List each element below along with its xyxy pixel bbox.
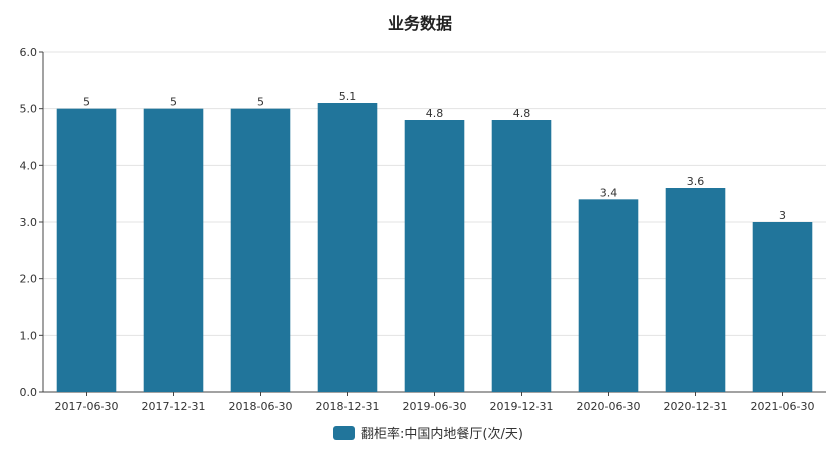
x-tick-label: 2019-06-30 [403, 400, 467, 413]
bars [56, 103, 813, 393]
y-tick-label: 0.0 [20, 386, 38, 399]
y-tick-label: 1.0 [20, 329, 38, 342]
legend-swatch[interactable] [333, 426, 355, 440]
data-label: 3.6 [687, 175, 705, 188]
chart-title: 业务数据 [388, 14, 452, 33]
bar[interactable] [665, 188, 726, 392]
y-tick-label: 2.0 [20, 273, 38, 286]
bar[interactable] [230, 108, 291, 393]
x-tick-label: 2019-12-31 [490, 400, 554, 413]
y-tick-label: 5.0 [20, 103, 38, 116]
data-label: 5 [257, 96, 264, 109]
bar[interactable] [143, 108, 204, 393]
bar[interactable] [491, 120, 552, 392]
data-label: 5 [83, 96, 90, 109]
x-tick-labels: 2017-06-30 2017-12-31 2018-06-30 2018-12-31… [55, 392, 815, 413]
data-label: 3 [779, 209, 786, 222]
y-tick-label: 3.0 [20, 216, 38, 229]
x-tick-label: 2020-12-31 [664, 400, 728, 413]
x-tick-label: 2020-06-30 [577, 400, 641, 413]
data-label: 4.8 [513, 107, 531, 120]
bar[interactable] [317, 103, 378, 392]
x-tick-label: 2018-12-31 [316, 400, 380, 413]
x-tick-label: 2021-06-30 [751, 400, 815, 413]
data-label: 3.4 [600, 186, 618, 199]
legend[interactable]: 翻柜率:中国内地餐厅(次/天) [333, 426, 523, 442]
bar[interactable] [404, 120, 465, 392]
legend-label[interactable]: 翻柜率:中国内地餐厅(次/天) [361, 426, 523, 442]
x-tick-label: 2017-12-31 [142, 400, 206, 413]
bar[interactable] [578, 199, 639, 392]
bar[interactable] [752, 222, 813, 392]
data-label: 5 [170, 96, 177, 109]
y-tick-labels: 0.0 1.0 2.0 3.0 4.0 5.0 6.0 [20, 46, 43, 399]
y-tick-label: 4.0 [20, 159, 38, 172]
x-tick-label: 2017-06-30 [55, 400, 119, 413]
y-tick-label: 6.0 [20, 46, 38, 59]
bar[interactable] [56, 108, 117, 393]
data-labels: 5 5 5 5.1 4.8 4.8 3.4 3.6 3 [83, 90, 786, 222]
data-label: 5.1 [339, 90, 357, 103]
x-tick-label: 2018-06-30 [229, 400, 293, 413]
data-label: 4.8 [426, 107, 444, 120]
